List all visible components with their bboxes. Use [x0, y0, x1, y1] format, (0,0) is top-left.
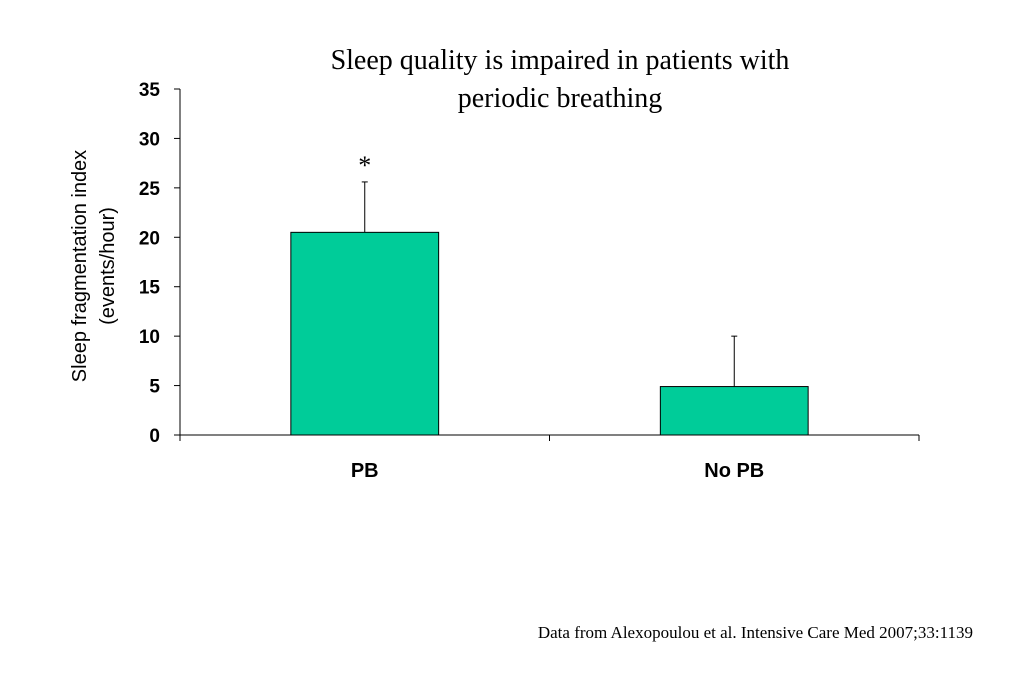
y-tick-label: 5: [149, 377, 160, 398]
y-axis-label: Sleep fragmentation index (events/hour): [69, 150, 119, 382]
source-citation: Data from Alexopoulou et al. Intensive C…: [537, 623, 973, 642]
bar: [659, 386, 809, 436]
y-axis-label-line-1: Sleep fragmentation index: [69, 150, 91, 382]
bar: [290, 231, 440, 436]
y-axis-label-line-2: (events/hour): [97, 207, 119, 325]
x-category-label: No PB: [704, 460, 764, 482]
y-tick-label: 35: [139, 80, 161, 101]
y-tick-label: 30: [139, 129, 160, 150]
chart-title: Sleep quality is impaired in patients wi…: [260, 42, 860, 118]
y-tick-label: 15: [139, 278, 161, 299]
y-tick-label: 25: [139, 179, 161, 200]
plot-area: 0 5 10 15 20 25 30 35 * PB No PB: [139, 80, 920, 482]
x-category-label: PB: [351, 460, 379, 482]
y-tick-label: 0: [149, 426, 160, 447]
y-tick-label: 10: [139, 327, 160, 348]
significance-marker: *: [358, 151, 371, 180]
chart-title-line-2: periodic breathing: [457, 83, 663, 114]
y-tick-label: 20: [139, 228, 160, 249]
chart-title-line-1: Sleep quality is impaired in patients wi…: [330, 45, 790, 76]
